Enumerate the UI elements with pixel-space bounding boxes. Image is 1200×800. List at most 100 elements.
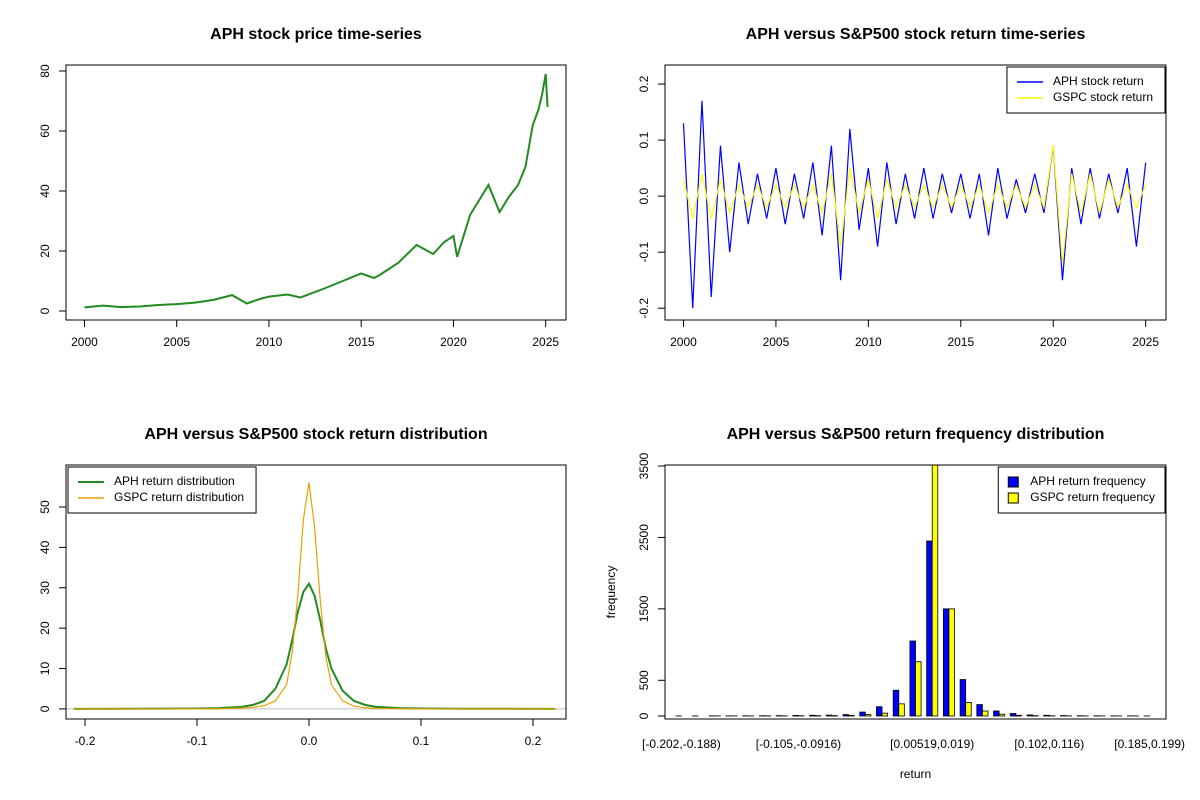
x-tick-label: 2015	[348, 335, 375, 349]
bar	[965, 702, 972, 717]
chart-title: APH versus S&P500 stock return distribut…	[144, 426, 487, 443]
y-tick-label: 20	[38, 244, 52, 258]
x-tick-label: 2020	[440, 335, 467, 349]
bar	[915, 661, 922, 717]
x-tick-label: 2010	[855, 335, 882, 349]
y-tick-label: 0	[637, 712, 651, 719]
chart-panel: APH stock price time-series 0 20 40 60 80 2000…	[38, 26, 567, 349]
x-tick-label: [0.00519,0.019)	[890, 737, 974, 751]
legend-label: GSPC return frequency	[1030, 490, 1155, 504]
y-tick-label: 0.2	[637, 75, 651, 92]
y-tick-label: 30	[38, 581, 52, 595]
data-line	[73, 581, 556, 710]
bar	[931, 465, 939, 717]
x-tick-label: [0.102,0.116)	[1014, 737, 1084, 751]
legend: APH return distribution GSPC return distr…	[67, 466, 257, 514]
plot-frame	[664, 64, 1167, 321]
bar	[993, 710, 1000, 717]
legend-label: GSPC return distribution	[114, 490, 244, 504]
y-tick-label: 50	[38, 500, 52, 514]
plot-area	[84, 73, 549, 309]
y-tick-label: 500	[637, 670, 651, 690]
legend-box	[997, 466, 1166, 514]
bar	[1009, 713, 1017, 717]
bar	[981, 710, 989, 717]
y-tick-label: 2500	[637, 524, 651, 551]
chart-title: APH versus S&P500 return frequency distr…	[727, 426, 1105, 443]
plot-area	[682, 100, 1147, 309]
bar	[959, 679, 967, 717]
y-tick-label: -0.2	[637, 298, 651, 319]
bar	[792, 715, 799, 717]
x-tick-label: 0.0	[301, 734, 318, 748]
plot-frame	[65, 464, 567, 720]
x-tick-label: 2010	[256, 335, 283, 349]
chart-panel: APH versus S&P500 stock return distribut…	[38, 426, 567, 748]
y-tick-label: 0.0	[637, 187, 651, 204]
y-tick-label: 0.1	[637, 131, 651, 148]
data-line	[682, 145, 1147, 264]
y-tick-label: 20	[38, 621, 52, 635]
plot-area	[675, 465, 1151, 717]
data-line	[73, 482, 556, 710]
legend: APH stock return GSPC stock return	[1006, 66, 1166, 114]
bar	[881, 712, 889, 717]
y-tick-label: 10	[38, 662, 52, 676]
bar	[859, 711, 866, 717]
bar	[864, 714, 872, 717]
plot-area	[66, 482, 566, 710]
legend-box	[1006, 66, 1166, 114]
y-tick-label: -0.1	[637, 242, 651, 263]
legend-label: APH stock return	[1053, 74, 1144, 88]
x-tick-label: 2005	[763, 335, 790, 349]
y-tick-label: 1500	[637, 595, 651, 622]
chart-title: APH stock price time-series	[210, 26, 422, 43]
bar	[876, 706, 883, 717]
bar	[1015, 714, 1022, 717]
y-tick-label: 60	[38, 124, 52, 138]
bar	[998, 713, 1006, 717]
x-tick-label: 2025	[1132, 335, 1159, 349]
x-tick-label: [-0.105,-0.0916)	[756, 737, 841, 751]
y-tick-label: 0	[38, 307, 52, 314]
bar	[909, 640, 916, 717]
bar	[825, 714, 833, 717]
chart-panel: APH versus S&P500 stock return time-seri…	[637, 26, 1167, 349]
legend-label: APH return frequency	[1030, 474, 1145, 488]
x-tick-label: 0.1	[413, 734, 430, 748]
y-tick-label: 3500	[637, 452, 651, 479]
bar	[948, 608, 955, 717]
x-tick-label: 2020	[1040, 335, 1067, 349]
y-tick-label: 0	[38, 705, 52, 712]
bar	[898, 703, 905, 717]
data-line	[84, 73, 549, 309]
x-tick-label: [-0.202,-0.188)	[642, 737, 721, 751]
legend-swatch	[1007, 492, 1019, 504]
chart-panel: APH versus S&P500 return frequency distr…	[604, 426, 1185, 781]
chart-title: APH versus S&P500 stock return time-seri…	[746, 26, 1086, 43]
x-tick-label: 2025	[532, 335, 559, 349]
bar	[1026, 714, 1033, 717]
bar	[1043, 714, 1050, 717]
y-axis-label: frequency	[604, 566, 618, 619]
legend-label: APH return distribution	[114, 474, 235, 488]
x-tick-label: -0.1	[187, 734, 208, 748]
x-tick-label: 2015	[947, 335, 974, 349]
y-tick-label: 40	[38, 540, 52, 554]
y-tick-label: 40	[38, 184, 52, 198]
legend-label: GSPC stock return	[1053, 90, 1153, 104]
legend-box	[67, 466, 257, 514]
x-tick-label: 2005	[163, 335, 190, 349]
plot-frame	[664, 464, 1167, 720]
bar	[976, 704, 983, 717]
plot-frame	[65, 64, 567, 321]
x-tick-label: [0.185,0.199)	[1114, 737, 1185, 751]
legend: APH return frequency GSPC return frequenc…	[997, 466, 1166, 514]
x-tick-label: 2000	[670, 335, 697, 349]
x-tick-label: -0.2	[75, 734, 96, 748]
bar	[892, 689, 900, 717]
x-tick-label: 2000	[71, 335, 98, 349]
bar	[842, 714, 850, 717]
x-axis-label: return	[900, 767, 931, 781]
